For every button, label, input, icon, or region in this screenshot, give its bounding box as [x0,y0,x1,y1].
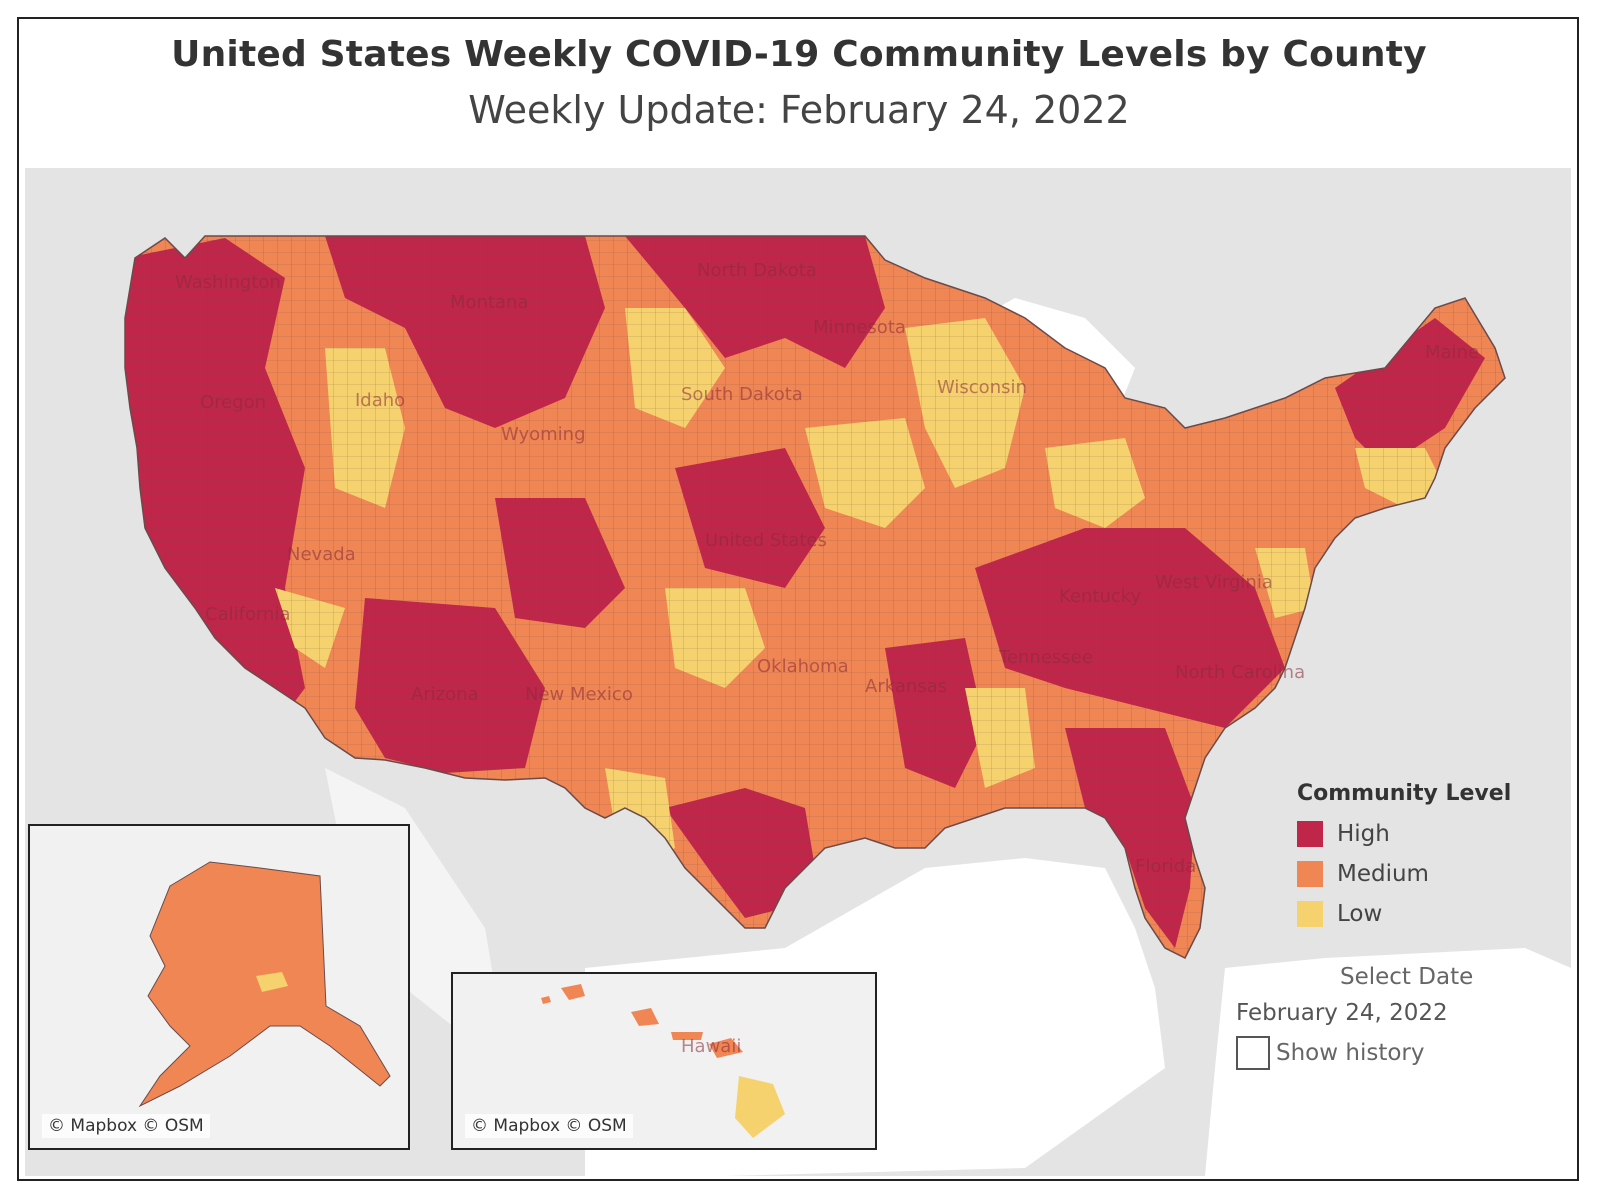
label-united-states: United States [705,530,827,551]
label-west-virginia: West Virginia [1155,572,1273,593]
label-tennessee: Tennessee [998,647,1093,668]
big-island-shape [735,1076,785,1138]
legend: Community Level High Medium Low [1297,781,1511,934]
alaska-inset[interactable]: © Mapbox © OSM [28,824,410,1150]
page-title: United States Weekly COVID-19 Community … [171,34,1427,75]
label-north-dakota: North Dakota [697,260,817,281]
alaska-credit: © Mapbox © OSM [42,1114,210,1138]
legend-title: Community Level [1297,781,1512,806]
show-history-checkbox[interactable] [1236,1036,1270,1070]
label-north-carolina: North Carolina [1175,662,1305,683]
label-oregon: Oregon [200,392,266,413]
show-history-control[interactable]: Show history [1236,1036,1424,1070]
label-california: California [205,604,290,625]
legend-label-low: Low [1337,901,1383,927]
page-subtitle: Weekly Update: February 24, 2022 [468,88,1130,132]
label-hawaii: Hawaii [681,1036,741,1057]
label-new-mexico: New Mexico [525,684,633,705]
legend-item-low[interactable]: Low [1297,894,1511,934]
maui-shape [709,1038,743,1058]
select-date-label: Select Date [1340,964,1474,990]
label-south-dakota: South Dakota [681,384,803,405]
legend-label-medium: Medium [1337,861,1429,887]
label-kentucky: Kentucky [1059,586,1142,607]
label-maine: Maine [1425,342,1479,363]
atlantic-water [1205,948,1571,1176]
hawaii-map: Hawaii [541,984,785,1138]
legend-swatch-low [1297,901,1323,927]
oahu-shape [631,1008,659,1026]
label-arkansas: Arkansas [865,676,947,697]
alaska-low-region [256,972,288,992]
label-wisconsin: Wisconsin [937,377,1027,398]
label-wyoming: Wyoming [501,424,586,445]
kauai-shape [561,984,585,1000]
label-arizona: Arizona [411,684,479,705]
legend-item-high[interactable]: High [1297,814,1511,854]
hawaii-credit: © Mapbox © OSM [465,1114,633,1138]
legend-swatch-medium [1297,861,1323,887]
molokai-shape [671,1032,703,1040]
label-minnesota: Minnesota [813,317,906,338]
label-florida: Florida [1135,856,1196,877]
label-idaho: Idaho [355,390,405,411]
label-nevada: Nevada [287,544,356,565]
legend-swatch-high [1297,821,1323,847]
state-labels: Washington Montana North Dakota Minnesot… [175,260,1479,877]
legend-label-high: High [1337,821,1390,847]
alaska-map [138,861,391,1108]
label-washington: Washington [175,272,281,293]
show-history-label: Show history [1276,1040,1425,1066]
hawaii-inset[interactable]: Hawaii © Mapbox © OSM [451,972,877,1150]
label-montana: Montana [450,292,528,313]
legend-item-medium[interactable]: Medium [1297,854,1511,894]
niihau-shape [541,996,551,1004]
label-oklahoma: Oklahoma [757,656,849,677]
select-date-value[interactable]: February 24, 2022 [1236,1000,1448,1026]
